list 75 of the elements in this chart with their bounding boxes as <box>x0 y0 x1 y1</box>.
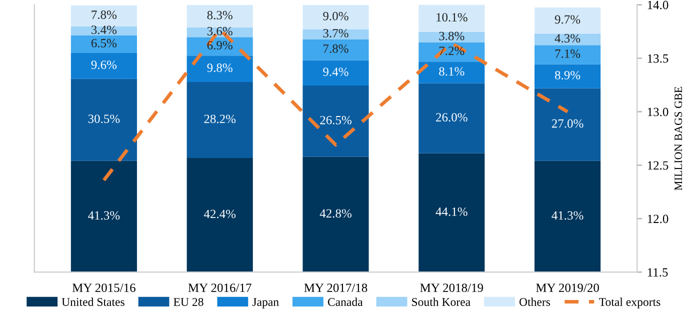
data-label: 41.3% <box>552 211 584 220</box>
y2-tick-label: 12.0 <box>648 214 668 224</box>
bar <box>302 29 369 40</box>
data-label: 42.4% <box>204 210 236 218</box>
bar <box>186 158 253 272</box>
y2-tick-label: 13.0 <box>648 108 668 116</box>
x-tick-label: MY 2018/19 <box>420 284 484 292</box>
bar <box>418 4 485 32</box>
data-label: 26.5% <box>320 116 352 124</box>
bar <box>418 62 485 84</box>
legend-label: United States <box>62 298 124 306</box>
data-label: 9.4% <box>323 68 348 76</box>
data-label: 6.5% <box>91 38 117 48</box>
data-label: 9.0% <box>323 12 348 20</box>
bar <box>70 5 137 26</box>
bar <box>534 34 601 46</box>
data-label: 8.9% <box>555 70 580 80</box>
bar <box>70 52 137 79</box>
data-label: 6.9% <box>207 41 232 50</box>
legend-label: EU 28 <box>174 298 204 306</box>
bar <box>534 7 601 34</box>
legend-label: South Korea <box>412 298 470 306</box>
data-label: 7.1% <box>555 49 580 58</box>
bar <box>186 5 253 28</box>
x-tick-label: MY 2017/18 <box>304 284 368 292</box>
data-label: 30.5% <box>88 114 120 124</box>
bar <box>302 86 369 157</box>
data-label: 26.0% <box>436 113 468 122</box>
data-label: 3.6% <box>207 26 232 36</box>
legend-label: Others <box>519 298 550 306</box>
data-label: 8.3% <box>207 10 232 20</box>
bar <box>70 78 137 161</box>
bar <box>186 56 253 82</box>
bar <box>70 160 137 272</box>
bar <box>418 83 485 154</box>
data-label: 42.8% <box>320 209 352 218</box>
legend-label: Canada <box>328 298 363 306</box>
data-label: 9.6% <box>91 60 117 70</box>
bar <box>302 5 369 30</box>
x-tick-label: MY 2015/16 <box>72 284 136 292</box>
legend-label: Japan <box>252 298 279 308</box>
data-label: 27.0% <box>552 119 584 128</box>
bar <box>302 156 369 272</box>
x-tick-label: MY 2016/17 <box>188 284 252 292</box>
data-label: 8.1% <box>439 67 464 76</box>
bar <box>418 32 485 42</box>
bar <box>534 160 601 272</box>
data-label: 7.8% <box>324 44 348 53</box>
y2-tick-label: 14.0 <box>648 0 668 10</box>
x-tick-label: MY 2019/20 <box>536 284 599 292</box>
bar <box>534 64 601 88</box>
bar <box>70 26 137 36</box>
data-label: 3.8% <box>439 32 464 40</box>
data-label: 3.7% <box>323 28 348 38</box>
legend-label: Total exports <box>599 298 660 308</box>
bar <box>418 153 485 272</box>
data-label: 9.7% <box>554 15 580 24</box>
data-label: 28.2% <box>204 114 236 124</box>
y2-tick-label: 12.5 <box>648 161 668 170</box>
bar <box>70 35 137 53</box>
data-label: 44.1% <box>436 207 468 216</box>
bar <box>186 82 253 158</box>
data-label: 3.4% <box>92 26 117 34</box>
data-label: 10.1% <box>436 13 468 22</box>
bar <box>534 88 601 161</box>
data-label: 41.3% <box>88 211 120 220</box>
y2-tick-label: 11.5 <box>648 268 668 277</box>
y2-axis-title: MILLION BAGS GBE <box>674 86 682 190</box>
bar <box>302 39 369 60</box>
data-label: 7.8% <box>92 10 117 20</box>
data-label: 9.8% <box>207 64 232 72</box>
data-label: 4.3% <box>554 34 580 43</box>
y2-tick-label: 13.5 <box>648 54 668 63</box>
bar <box>302 60 369 86</box>
bar <box>534 45 601 64</box>
